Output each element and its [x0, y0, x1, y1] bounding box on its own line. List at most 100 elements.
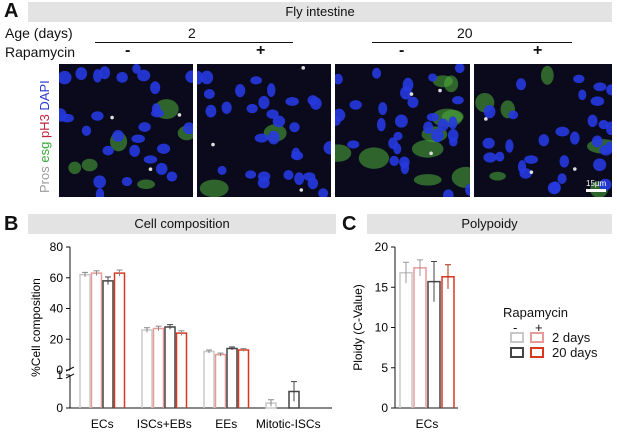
dapi-nucleus — [323, 140, 331, 155]
dapi-nucleus — [349, 100, 362, 110]
age-group-20-line — [372, 42, 572, 43]
esg-cell — [199, 179, 229, 197]
dapi-nucleus — [93, 175, 106, 189]
x-tick-label: EEs — [215, 417, 237, 431]
dapi-nucleus — [599, 144, 612, 156]
dapi-nucleus — [307, 95, 319, 106]
dapi-nucleus — [593, 158, 607, 172]
dapi-nucleus — [75, 67, 88, 80]
micrograph-20d-minus — [335, 64, 470, 197]
dapi-nucleus — [590, 96, 605, 106]
dapi-nucleus — [267, 130, 280, 145]
esg-cell — [413, 174, 442, 186]
bar — [441, 276, 455, 408]
y-tick-label: 15 — [375, 280, 389, 294]
pros-dot — [529, 170, 534, 174]
dapi-nucleus — [155, 162, 168, 175]
esg-cell — [432, 75, 453, 88]
dapi-nucleus — [407, 96, 419, 108]
y-tick-label: 20 — [50, 332, 64, 346]
dapi-nucleus — [505, 139, 514, 153]
dapi-nucleus — [524, 155, 539, 164]
bar — [203, 350, 215, 408]
dapi-nucleus — [185, 70, 193, 83]
esg-cell — [335, 144, 352, 162]
pros-dot — [484, 117, 488, 121]
y-tick-label: 60 — [50, 271, 64, 285]
scale-bar — [586, 189, 606, 192]
bar — [413, 267, 427, 408]
dapi-nucleus — [129, 144, 140, 157]
dapi-nucleus — [166, 171, 178, 182]
dapi-nucleus — [593, 82, 607, 92]
dapi-nucleus — [555, 126, 570, 137]
dapi-nucleus — [93, 69, 102, 83]
legend-swatch-2d-minus — [510, 332, 524, 343]
dapi-nucleus — [573, 74, 585, 84]
dapi-nucleus — [423, 121, 434, 134]
dapi-nucleus — [205, 104, 217, 118]
y-tick-label: 5 — [381, 361, 388, 375]
x-tick-label: ISCs+EBs — [137, 417, 192, 431]
pros-dot — [573, 167, 577, 171]
dapi-nucleus — [372, 67, 382, 79]
dapi-nucleus — [217, 165, 227, 175]
dapi-nucleus — [454, 64, 465, 74]
y-tick-label: 80 — [50, 240, 64, 254]
dapi-nucleus — [465, 183, 470, 196]
x-tick-label: ECs — [416, 417, 439, 431]
bar — [399, 272, 413, 408]
stain-label: Pros esg pH3 DAPI — [37, 80, 52, 193]
dapi-nucleus — [245, 170, 257, 179]
dapi-nucleus — [203, 88, 215, 99]
dapi-nucleus — [378, 102, 388, 116]
bar — [113, 272, 126, 408]
dapi-nucleus — [183, 122, 193, 135]
dapi-nucleus — [131, 134, 145, 143]
dapi-nucleus — [335, 116, 341, 126]
micrograph-2d-plus — [197, 64, 331, 197]
axis-break-mark — [65, 373, 75, 379]
dapi-nucleus — [426, 112, 439, 122]
dapi-nucleus — [121, 176, 133, 187]
dapi-nucleus — [519, 168, 532, 179]
dapi-nucleus — [272, 115, 286, 128]
dapi-nucleus — [250, 76, 263, 85]
esg-cell — [451, 166, 470, 188]
dapi-nucleus — [285, 97, 299, 106]
dapi-nucleus — [538, 134, 550, 147]
panel-a-letter: A — [4, 0, 19, 22]
dapi-nucleus — [150, 81, 161, 95]
pros-dot — [438, 88, 442, 93]
dapi-nucleus — [389, 155, 399, 167]
legend-plus: + — [535, 320, 543, 335]
dapi-nucleus — [395, 114, 408, 128]
dapi-nucleus — [294, 172, 305, 185]
dapi-nucleus — [289, 122, 300, 133]
micrograph-2d-minus — [59, 64, 193, 197]
panel-c-letter: C — [342, 213, 357, 235]
legend-row-2-days: 2 days — [552, 330, 591, 345]
bar — [214, 353, 227, 408]
dapi-nucleus — [99, 66, 111, 80]
esg-cell — [137, 179, 156, 190]
dapi-nucleus — [587, 114, 598, 128]
dapi-nucleus — [437, 118, 449, 132]
legend-minus: - — [513, 320, 518, 335]
bar — [175, 332, 188, 408]
legend-swatch-2d-plus — [530, 332, 544, 343]
stain-esg: esg — [37, 141, 52, 163]
dapi-nucleus — [399, 156, 410, 169]
dapi-nucleus — [569, 131, 580, 145]
rapamycin-sign-4: + — [533, 42, 543, 59]
y-tick-label: 1 — [56, 368, 63, 382]
dapi-nucleus — [254, 133, 269, 143]
dapi-nucleus — [81, 125, 92, 136]
dapi-nucleus — [291, 151, 304, 161]
dapi-nucleus — [102, 145, 114, 156]
pros-dot — [409, 92, 414, 96]
legend-row-20-days: 20 days — [552, 345, 598, 360]
y-tick-label: 40 — [50, 302, 64, 316]
scale-bar-label: 15µm — [586, 179, 607, 188]
y-tick-label: 10 — [375, 321, 389, 335]
